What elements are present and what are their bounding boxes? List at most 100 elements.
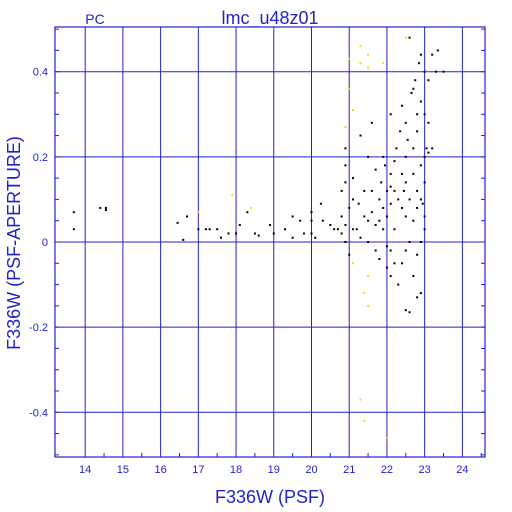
data-point: [378, 219, 381, 222]
x-tick-label: 18: [230, 464, 242, 476]
data-point: [370, 211, 373, 214]
data-point: [329, 223, 332, 226]
data-point: [406, 138, 409, 141]
data-point: [351, 228, 354, 231]
grid: [55, 27, 485, 457]
data-point: [321, 219, 324, 222]
data-point: [423, 113, 426, 116]
data-point: [436, 49, 439, 52]
data-point: [351, 177, 354, 180]
data-point: [419, 292, 422, 295]
data-point: [378, 258, 381, 261]
data-point: [310, 219, 313, 222]
data-point: [393, 160, 396, 163]
data-point: [434, 70, 437, 73]
data-point: [404, 249, 407, 252]
data-point: [389, 249, 392, 252]
data-point: [389, 113, 392, 116]
data-point: [423, 181, 426, 184]
data-point: [412, 172, 415, 175]
data-point: [238, 223, 241, 226]
data-point: [176, 221, 179, 224]
x-tick-label: 21: [343, 464, 355, 476]
data-point: [359, 398, 362, 401]
data-point: [423, 215, 426, 218]
data-point: [404, 121, 407, 124]
data-point: [385, 436, 388, 439]
data-point: [385, 266, 388, 269]
data-point: [416, 130, 419, 133]
data-point: [408, 198, 411, 201]
data-point: [378, 198, 381, 201]
data-point: [340, 232, 343, 235]
data-point: [340, 215, 343, 218]
data-point: [204, 228, 207, 231]
data-point: [344, 241, 347, 243]
data-point: [231, 194, 234, 197]
data-point: [399, 130, 402, 133]
x-tick-label: 24: [456, 464, 468, 476]
data-point: [363, 419, 366, 422]
data-point: [246, 211, 249, 214]
data-point: [393, 189, 396, 192]
chart-title: lmc_u48z01: [221, 8, 318, 29]
data-point: [410, 91, 413, 94]
data-points: [72, 36, 445, 439]
data-point: [370, 121, 373, 124]
data-point: [395, 147, 398, 150]
y-tick-label: 0.4: [33, 67, 48, 79]
data-point: [419, 53, 422, 56]
data-point: [340, 189, 343, 192]
plot-frame: [54, 26, 486, 458]
data-point: [412, 275, 415, 278]
data-point: [421, 202, 424, 205]
data-point: [348, 206, 351, 209]
data-point: [344, 164, 347, 167]
data-point: [357, 202, 360, 205]
data-point: [416, 206, 419, 209]
data-point: [397, 283, 400, 286]
data-point: [257, 234, 260, 237]
data-point: [104, 209, 107, 212]
data-point: [348, 57, 351, 60]
data-point: [412, 147, 415, 150]
data-point: [412, 87, 415, 90]
data-point: [219, 236, 222, 239]
data-point: [216, 228, 219, 231]
data-point: [382, 155, 385, 158]
data-point: [272, 232, 275, 235]
data-point: [385, 215, 388, 218]
data-point: [389, 172, 392, 175]
x-tick-label: 23: [419, 464, 431, 476]
data-point: [253, 232, 256, 235]
x-tick-label: 20: [305, 464, 317, 476]
data-point: [367, 275, 370, 278]
data-point: [423, 70, 426, 73]
data-point: [227, 232, 230, 235]
data-point: [197, 228, 200, 231]
data-point: [363, 189, 366, 192]
data-point: [99, 206, 102, 209]
data-point: [250, 206, 253, 209]
data-point: [431, 147, 434, 150]
data-point: [374, 249, 377, 252]
data-point: [197, 211, 200, 214]
y-tick-label: 0: [42, 237, 48, 249]
data-point: [284, 228, 287, 231]
data-point: [351, 198, 354, 201]
data-point: [431, 53, 434, 56]
data-point: [367, 241, 370, 243]
data-point: [72, 211, 75, 214]
data-point: [310, 211, 313, 214]
data-point: [419, 241, 422, 243]
data-point: [269, 223, 271, 226]
y-tick-label: -0.2: [29, 322, 48, 334]
data-point: [404, 181, 407, 184]
data-point: [402, 189, 405, 192]
data-point: [367, 66, 370, 69]
data-point: [427, 151, 430, 154]
data-point: [408, 36, 411, 39]
x-tick-label: 19: [268, 464, 280, 476]
data-point: [182, 238, 185, 241]
